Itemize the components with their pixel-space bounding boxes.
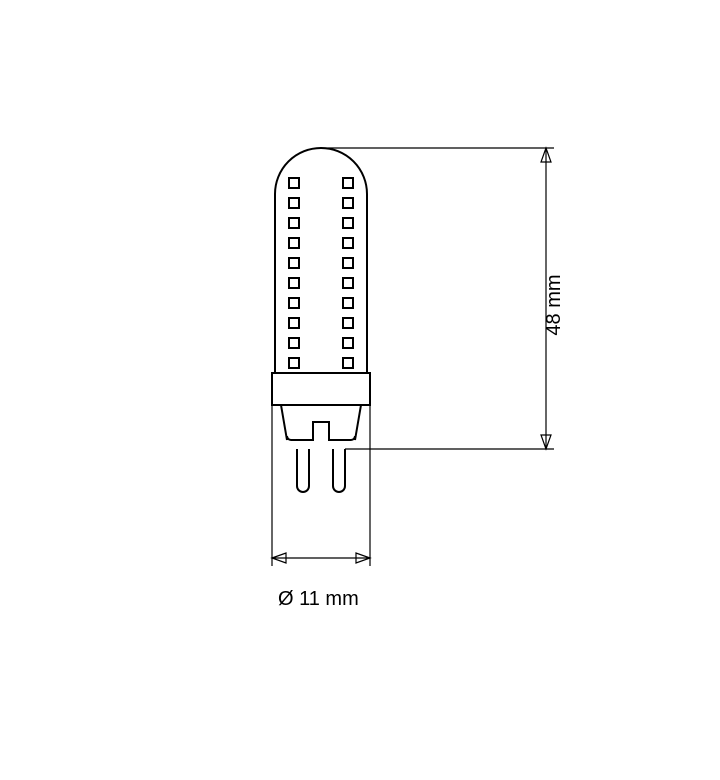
dim-label-width: Ø 11 mm xyxy=(278,588,359,610)
dim-label-height: 48 mm xyxy=(543,274,565,335)
bulb-base xyxy=(281,405,361,440)
bulb-pin xyxy=(297,449,309,492)
bulb-collar xyxy=(272,373,370,405)
bulb-pin xyxy=(333,449,345,492)
